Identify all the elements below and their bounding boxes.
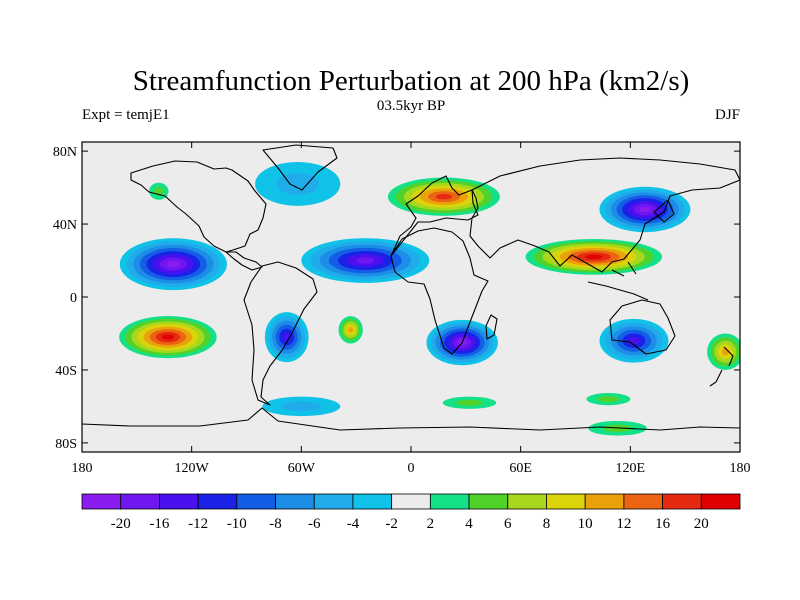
colorbar-swatch xyxy=(546,493,586,510)
anomaly-cell-0 xyxy=(113,235,234,294)
colorbar-swatch xyxy=(507,493,547,510)
lat-tick-label: 80S xyxy=(55,437,77,452)
new-zealand-coast xyxy=(709,346,734,387)
colorbar-label: 2 xyxy=(427,516,435,532)
contour-band xyxy=(628,337,640,345)
anomaly-cell-16 xyxy=(575,390,642,409)
contour-band xyxy=(456,399,483,406)
colorbar-swatch xyxy=(623,493,663,510)
colorbar-swatch xyxy=(197,493,238,510)
contour-band xyxy=(161,334,174,340)
colorbar: -20 -16 -12 -10 -8 -6 -4 -2 2 4 6 8 10 12 16 20 xyxy=(81,493,741,532)
anomaly-cell-1 xyxy=(292,235,439,287)
colorbar-swatch xyxy=(468,493,509,510)
contour-band xyxy=(435,193,452,200)
contour-band xyxy=(356,257,375,264)
contour-band xyxy=(166,260,181,268)
north-america-coast xyxy=(130,160,267,253)
africa-coast xyxy=(390,227,489,355)
lon-tick-label: 180 xyxy=(730,461,751,476)
lon-tick-label: 60E xyxy=(509,461,532,476)
lon-tick-label: 120W xyxy=(175,461,210,476)
colorbar-label: -6 xyxy=(308,516,321,532)
lon-tick-label: 120E xyxy=(616,461,646,476)
anomaly-cell-6 xyxy=(593,315,675,367)
lon-tick-label: 0 xyxy=(408,461,415,476)
colorbar-swatch xyxy=(429,493,470,510)
central-america-coast xyxy=(225,251,263,271)
contour-band xyxy=(639,206,651,213)
anomaly-cell-3 xyxy=(233,151,362,217)
experiment-label: Expt = temjE1 xyxy=(82,107,170,123)
colorbar-swatch xyxy=(159,493,199,510)
axis-tick-labels: 180 120W 60W 0 60E 120E 180 80N 40N 0 40S 80S xyxy=(53,145,751,476)
axis-ticks xyxy=(81,142,741,452)
anomaly-cell-14 xyxy=(429,393,510,412)
lat-tick-label: 0 xyxy=(70,291,77,306)
contour-band xyxy=(276,173,320,195)
colorbar-swatch xyxy=(352,493,393,510)
colorbar-swatch xyxy=(584,493,625,510)
colorbar-label: -10 xyxy=(227,516,247,532)
colorbar-swatch xyxy=(81,493,122,510)
period-label: 03.5kyr BP xyxy=(377,98,445,114)
season-label: DJF xyxy=(715,107,740,123)
figure-title: Streamfunction Perturbation at 200 hPa (… xyxy=(133,65,690,97)
colorbar-label: 4 xyxy=(465,516,473,532)
colorbar-label: 20 xyxy=(694,516,709,532)
southeast-asia-islands-coast xyxy=(587,261,649,301)
colorbar-swatch xyxy=(662,493,702,510)
lat-tick-label: 80N xyxy=(53,145,77,160)
colorbar-label: 16 xyxy=(655,516,671,532)
south-america-coast xyxy=(243,261,318,406)
contour-band xyxy=(281,401,321,412)
anomaly-cell-9 xyxy=(113,313,223,361)
greenland-coast xyxy=(262,144,338,191)
anomaly-cell-12 xyxy=(703,329,740,374)
anomaly-cell-2 xyxy=(593,183,697,235)
antarctica-coast xyxy=(82,407,740,431)
colorbar-label: 8 xyxy=(543,516,551,532)
madagascar-coast xyxy=(485,314,498,340)
contour-band xyxy=(348,327,354,333)
colorbar-label: -16 xyxy=(149,516,169,532)
anomaly-cell-5 xyxy=(261,307,313,367)
colorbar-label: -2 xyxy=(385,516,398,532)
colorbar-label: -12 xyxy=(188,516,208,532)
contour-band xyxy=(585,254,603,260)
lat-tick-label: 40N xyxy=(53,218,77,233)
europe-coast xyxy=(390,175,479,257)
lat-tick-label: 40S xyxy=(55,364,77,379)
colorbar-label: 12 xyxy=(616,516,631,532)
colorbar-swatch xyxy=(275,493,315,510)
colorbar-swatch xyxy=(391,493,431,510)
coastlines xyxy=(82,144,740,431)
anomaly-cell-11 xyxy=(336,313,366,347)
colorbar-swatch xyxy=(313,493,354,510)
colorbar-label: 6 xyxy=(504,516,512,532)
asia-coast xyxy=(469,157,740,273)
colorbar-swatch xyxy=(120,493,160,510)
lon-tick-label: 60W xyxy=(288,461,316,476)
streamfunction-field xyxy=(82,142,740,452)
anomaly-cell-7 xyxy=(242,391,360,422)
lon-tick-label: 180 xyxy=(72,461,93,476)
colorbar-label: 10 xyxy=(578,516,593,532)
contour-band xyxy=(597,396,620,403)
colorbar-label: -8 xyxy=(269,516,282,532)
colorbar-label: -4 xyxy=(347,516,360,532)
colorbar-label: -20 xyxy=(111,516,131,532)
colorbar-swatch xyxy=(700,493,741,510)
japan-coast xyxy=(653,199,675,223)
australia-coast xyxy=(609,299,676,355)
colorbar-swatch xyxy=(236,493,276,510)
anomaly-cell-10 xyxy=(379,174,508,219)
anomaly-cell-8 xyxy=(517,236,671,277)
